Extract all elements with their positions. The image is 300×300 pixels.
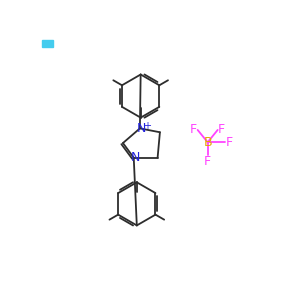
Text: B: B (203, 136, 212, 149)
Text: +: + (143, 121, 151, 131)
Text: F: F (204, 155, 211, 168)
Bar (42, 40, 53, 47)
Text: N: N (130, 151, 140, 164)
Text: F: F (190, 123, 197, 136)
Text: N: N (137, 122, 146, 135)
Text: F: F (218, 123, 225, 136)
Text: F: F (226, 136, 233, 149)
